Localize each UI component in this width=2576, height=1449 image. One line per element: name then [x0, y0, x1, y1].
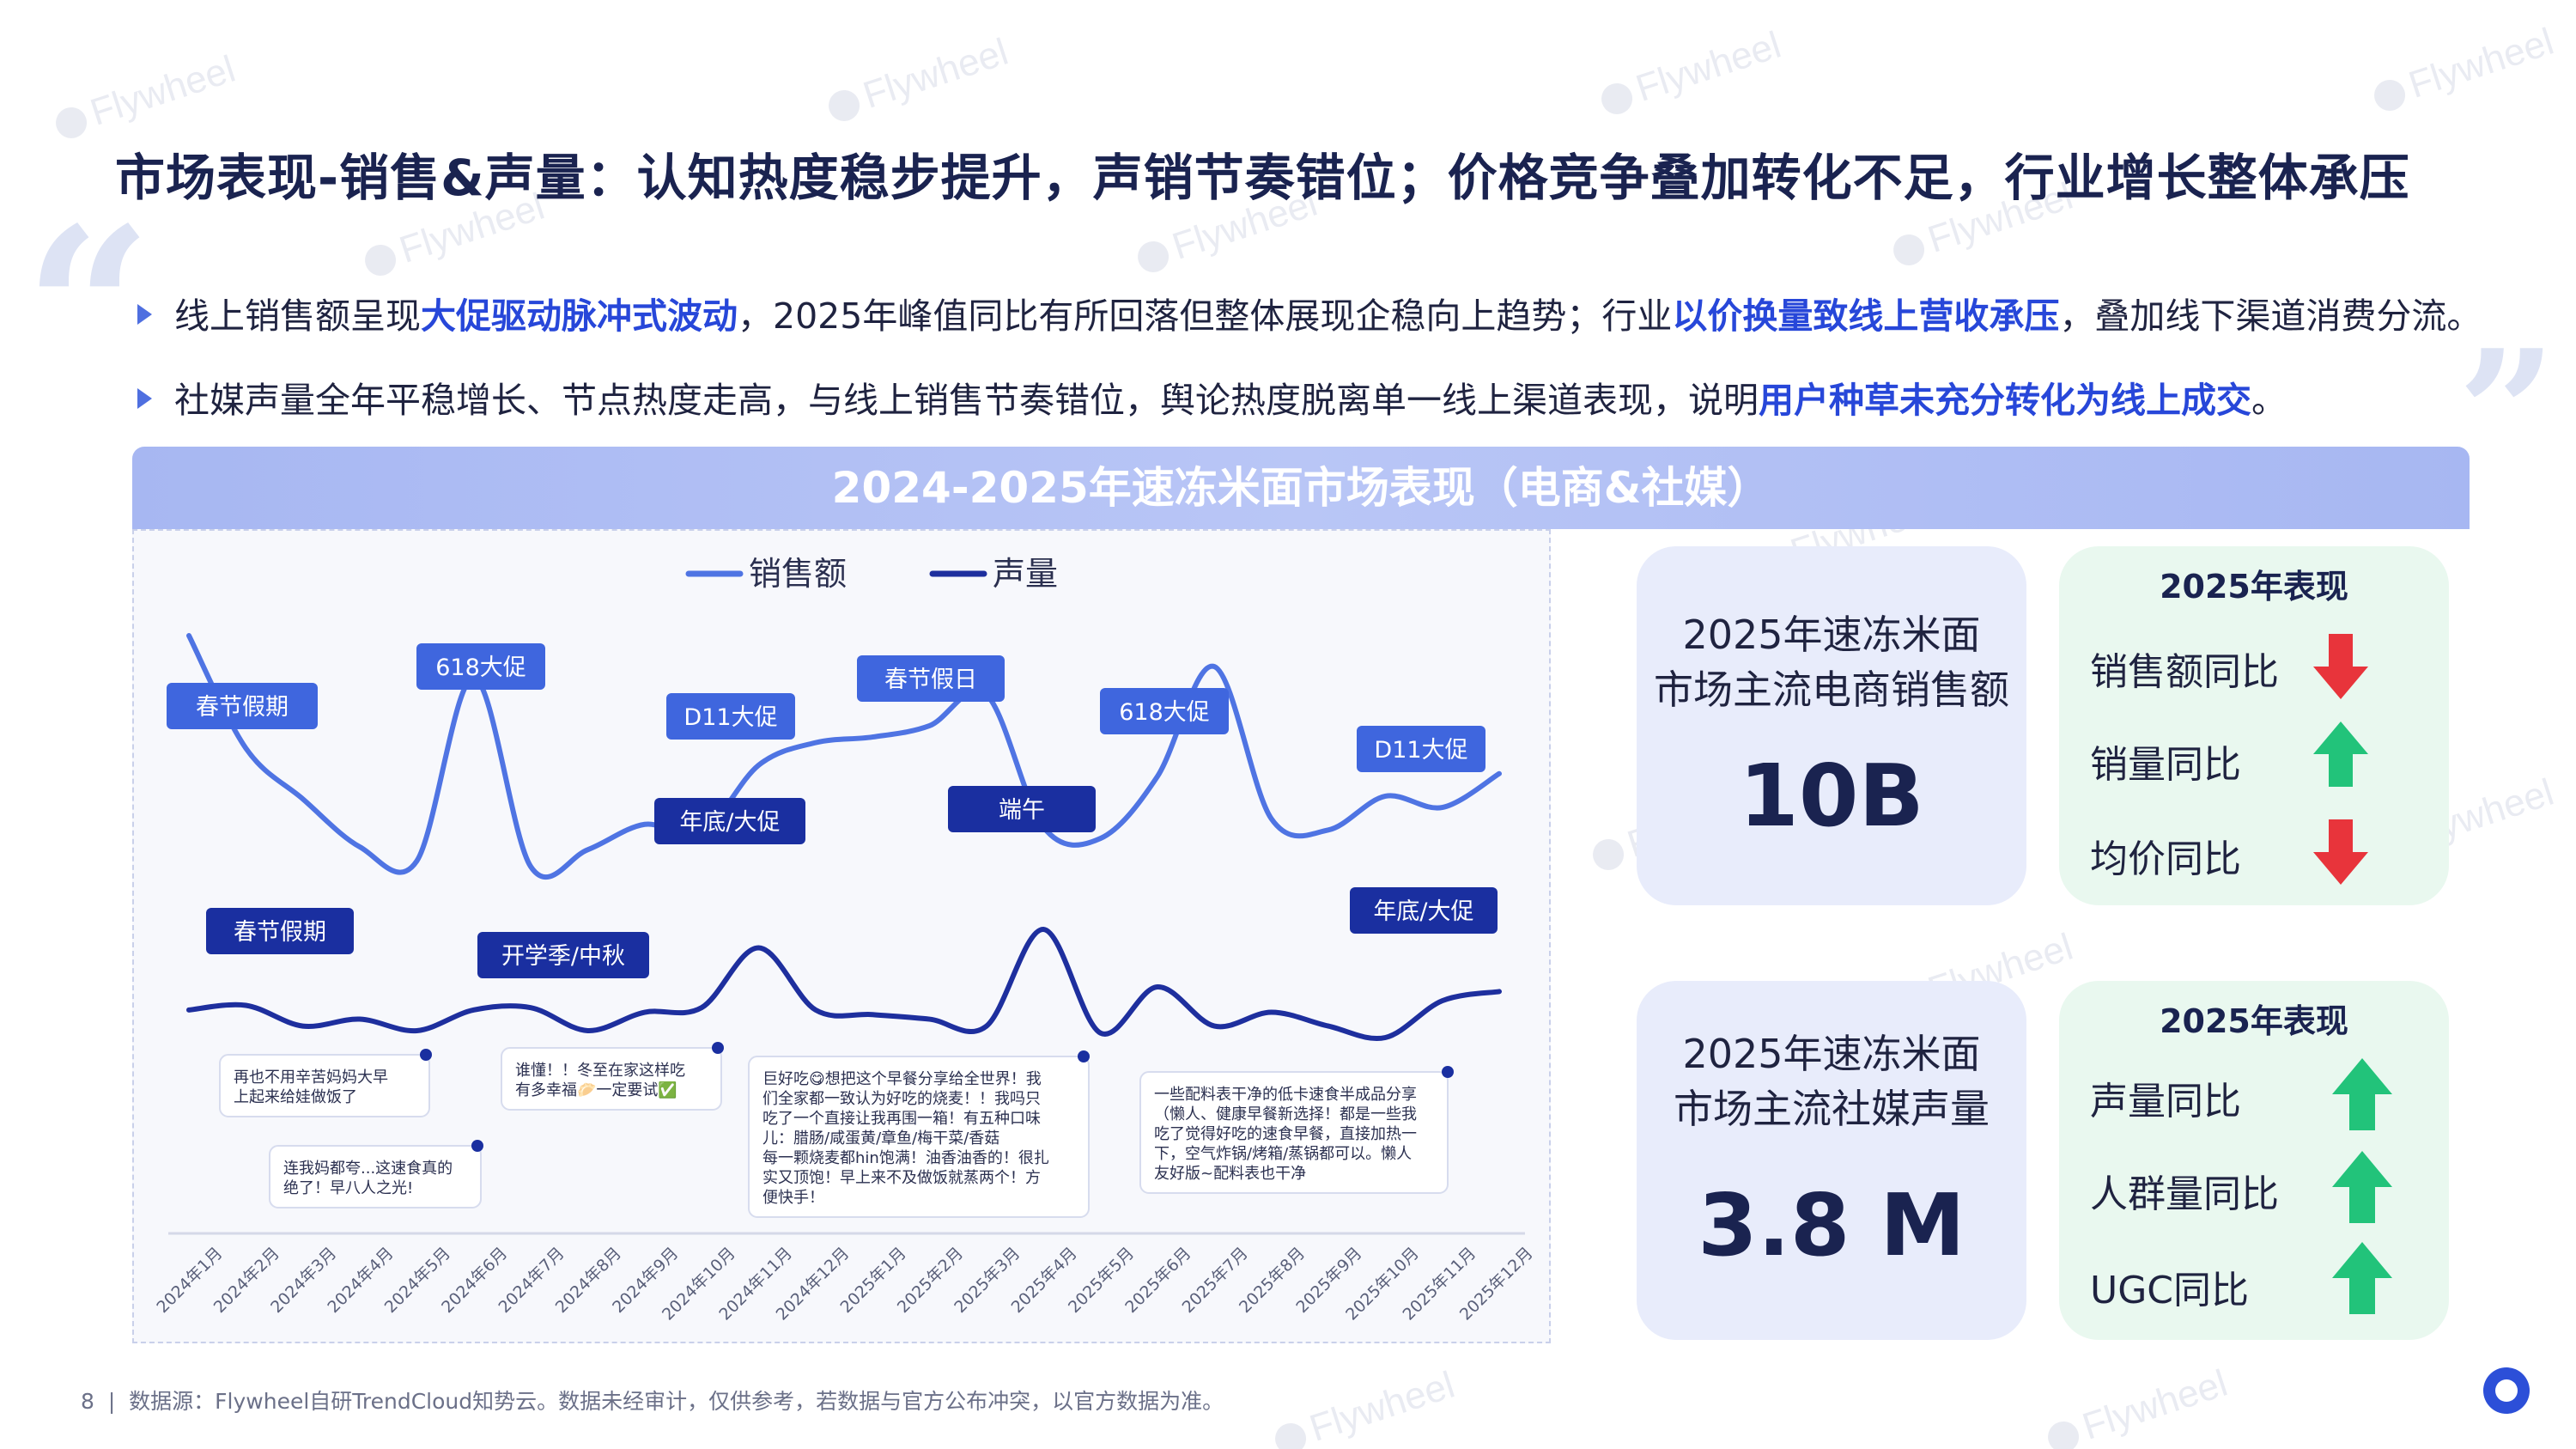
volume-event-label: 开学季/中秋 — [501, 943, 625, 970]
comment-bubble — [219, 1054, 430, 1117]
bullet-arrow-icon — [137, 388, 152, 409]
quote-open-icon: “ — [24, 180, 153, 441]
comment-anchor-dot — [420, 1049, 432, 1061]
watermark: Flywheel — [2368, 21, 2559, 119]
up-arrow-icon — [2313, 721, 2368, 787]
bullet-text: 。 — [2251, 380, 2287, 421]
down-arrow-icon — [2313, 819, 2368, 885]
sales-event-label-box — [1357, 726, 1485, 772]
comment-bubble — [1139, 1071, 1449, 1194]
performance-label: 销售额同比 — [2090, 650, 2279, 694]
bullet-highlight: 以价换量致线上营收承压 — [1672, 295, 2060, 337]
page-title: 市场表现-销售&声量：认知热度稳步提升，声销节奏错位；价格竞争叠加转化不足，行业… — [115, 149, 2410, 207]
up-arrow-icon — [2332, 1058, 2392, 1130]
page-number: 8 — [81, 1389, 94, 1414]
volume-event-label: 年底/大促 — [679, 809, 780, 836]
volume-event-label: 春节假期 — [234, 919, 326, 946]
comment-bubble — [748, 1056, 1090, 1218]
comment-bubble — [269, 1145, 482, 1209]
bullet-text: ，叠加线下渠道消费分流。 — [2059, 295, 2482, 337]
social-value: 3.8 M — [1698, 1175, 1965, 1275]
performance-title: 2025年表现 — [2160, 1002, 2348, 1040]
sales-event-label-box — [416, 643, 545, 690]
sales-event-label-box — [1100, 688, 1229, 734]
sales-event-label: 春节假日 — [884, 667, 977, 693]
card-subtitle: 市场主流社媒声量 — [1674, 1086, 1990, 1132]
bullet-1: 线上销售额呈现大促驱动脉冲式波动，2025年峰值同比有所回落但整体展现企稳向上趋… — [137, 287, 2482, 338]
volume-event-label-box — [477, 932, 649, 978]
comment-text: 巨好吃😋想把这个早餐分享给全世界！我们全家都一致认为好吃的烧麦！！我吗只吃了一个… — [762, 1070, 1049, 1207]
volume-event-label-box — [206, 908, 354, 954]
comment-anchor-dot — [712, 1042, 724, 1054]
legend-label: 销售额 — [749, 555, 847, 593]
sales-summary-card: 2025年速冻米面 市场主流电商销售额 10B — [1637, 546, 2026, 905]
performance-label: 销量同比 — [2090, 743, 2241, 787]
performance-title: 2025年表现 — [2160, 568, 2348, 606]
performance-label: 均价同比 — [2090, 837, 2241, 881]
footer: 8 | 数据源：Flywheel自研TrendCloud知势云。数据未经审计，仅… — [81, 1385, 1224, 1416]
volume-event-label: 年底/大促 — [1373, 898, 1473, 925]
down-arrow-icon — [2313, 634, 2368, 699]
card-subtitle: 2025年速冻米面 — [1682, 1031, 1981, 1077]
legend-label: 声量 — [993, 555, 1058, 593]
comment-anchor-dot — [1078, 1050, 1090, 1062]
up-arrow-icon — [2332, 1151, 2392, 1223]
social-summary-card: 2025年速冻米面 市场主流社媒声量 3.8 M — [1637, 981, 2026, 1340]
bullet-text: ，2025年峰值同比有所回落但整体展现企稳向上趋势；行业 — [738, 295, 1673, 337]
volume-event-label-box — [948, 786, 1096, 832]
quote-close-icon: ” — [2458, 313, 2557, 514]
sales-event-label-box — [857, 655, 1005, 702]
watermark: Flywheel — [50, 48, 240, 147]
comment-text: 谁懂！！冬至在家这样吃有多幸福🥟一定要试✅ — [515, 1062, 685, 1099]
sales-event-label: 春节假期 — [196, 694, 289, 721]
sales-event-label: D11大促 — [1374, 737, 1467, 764]
flywheel-logo-icon — [2483, 1367, 2530, 1414]
comment-anchor-dot — [1442, 1066, 1454, 1078]
performance-label: UGC同比 — [2090, 1269, 2250, 1312]
watermark: Flywheel — [823, 31, 1013, 130]
up-arrow-icon — [2332, 1242, 2392, 1314]
performance-label: 声量同比 — [2090, 1080, 2241, 1123]
comment-bubble — [501, 1047, 722, 1111]
performance-label: 人群量同比 — [2090, 1172, 2279, 1216]
sales-value: 10B — [1739, 746, 1924, 846]
chart-panel: 2024年1月 2024年2月 2024年3月 2024年4月 2024年5月 2024年… — [132, 529, 1551, 1343]
volume-event-label: 端午 — [999, 797, 1045, 824]
comment-text: 连我妈都夸...这速食真的绝了！早八人之光! — [283, 1160, 453, 1197]
sales-performance-card: 2025年表现 销售额同比 销量同比 均价同比 — [2059, 546, 2449, 905]
bullet-text: 线上销售额呈现 — [174, 295, 421, 337]
bullet-text: 社媒声量全年平稳增长、节点热度走高，与线上销售节奏错位，舆论热度脱离单一线上渠道… — [174, 380, 1759, 421]
social-performance-card: 2025年表现 声量同比 人群量同比 UGC同比 — [2059, 981, 2449, 1340]
sales-event-label: 618大促 — [1119, 699, 1210, 726]
sales-event-label: D11大促 — [683, 704, 777, 731]
data-source: 数据源：Flywheel自研TrendCloud知势云。数据未经审计，仅供参考，… — [129, 1389, 1224, 1414]
volume-event-label-box — [1350, 887, 1498, 934]
watermark: Flywheel — [1269, 1364, 1460, 1449]
sales-event-label: 618大促 — [435, 654, 526, 681]
bullet-highlight: 大促驱动脉冲式波动 — [421, 295, 738, 337]
series-line-volume — [186, 927, 1502, 1041]
comment-text: 一些配料表干净的低卡速食半成品分享（懒人、健康早餐新选择！都是一些我吃了觉得好吃… — [1154, 1086, 1417, 1183]
comment-anchor-dot — [471, 1140, 483, 1152]
bullet-highlight: 用户种草未充分转化为线上成交 — [1759, 380, 2251, 421]
watermark: Flywheel — [2042, 1362, 2233, 1449]
bullet-arrow-icon — [137, 304, 152, 325]
card-subtitle: 市场主流电商销售额 — [1654, 667, 2009, 713]
footer-separator: | — [107, 1389, 116, 1414]
series-line-sales — [186, 633, 1502, 880]
bullet-2: 社媒声量全年平稳增长、节点热度走高，与线上销售节奏错位，舆论热度脱离单一线上渠道… — [137, 371, 2287, 423]
comment-text: 再也不用辛苦妈妈大早上起来给娃做饭了 — [234, 1068, 388, 1106]
watermark: Flywheel — [1595, 24, 1786, 123]
chart-banner: 2024-2025年速冻米面市场表现（电商&社媒） — [132, 447, 2470, 529]
line-chart: 2024年1月2024年2月2024年3月2024年4月2024年5月2024年… — [153, 555, 1536, 1324]
card-subtitle: 2025年速冻米面 — [1682, 612, 1981, 658]
sales-event-label-box — [167, 683, 318, 729]
sales-event-label-box — [666, 693, 795, 740]
volume-event-label-box — [654, 798, 805, 844]
